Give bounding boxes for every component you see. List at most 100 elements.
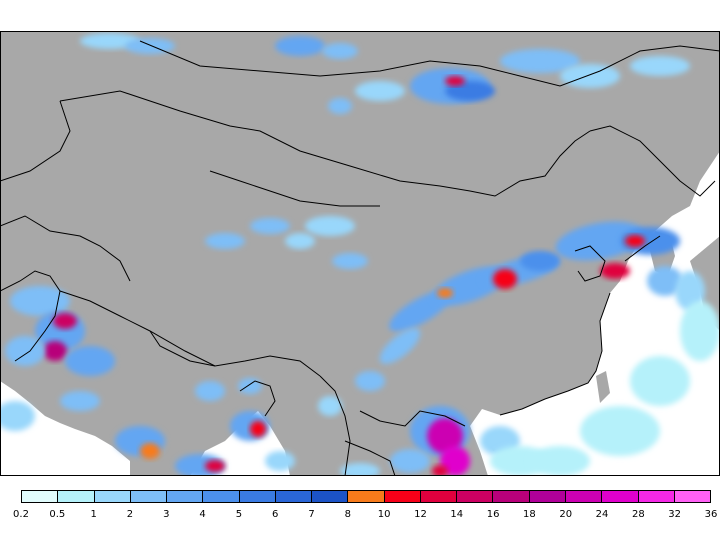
legend-swatch (529, 491, 566, 502)
legend-swatch (493, 491, 530, 502)
legend-swatch (167, 491, 204, 502)
precip-cell (620, 227, 680, 255)
legend-swatch (602, 491, 639, 502)
legend-swatch (348, 491, 385, 502)
legend-tick-label: 4 (199, 509, 206, 520)
border-india-china (59, 290, 321, 377)
precip-cell (355, 371, 385, 391)
coast-china (499, 292, 611, 416)
precip-cell (205, 460, 225, 472)
precip-cell (80, 33, 140, 49)
precip-cell (318, 396, 342, 416)
precip-cell (285, 233, 315, 249)
precip-cell (555, 221, 645, 261)
border-russia-mongolia (139, 40, 720, 87)
border-thailand (344, 440, 396, 476)
precip-cell (5, 336, 45, 366)
legend-swatch (420, 491, 458, 502)
precip-cell (493, 269, 517, 289)
legend-tick-label: 18 (523, 509, 536, 520)
precip-cell (530, 446, 590, 476)
border-korea (624, 235, 661, 262)
legend-tick-label: 20 (559, 509, 573, 520)
precip-cell (53, 313, 77, 329)
precip-cell (275, 36, 325, 56)
border-mongolia-inner (209, 170, 380, 207)
legend-tick-label: 3 (163, 509, 170, 520)
legend-tick-label: 7 (308, 509, 315, 520)
precip-cell (379, 328, 421, 364)
legend-swatch (565, 491, 603, 502)
border-nepal (149, 330, 216, 367)
legend-tick-label: 16 (486, 509, 500, 520)
precip-cell (630, 356, 690, 406)
precip-cell (65, 346, 115, 376)
legend-tick-label: 36 (704, 509, 718, 520)
legend-swatch (203, 491, 240, 502)
border-laos-vietnam (359, 410, 466, 427)
precip-cell (10, 286, 70, 316)
precipitation-layer (0, 33, 720, 476)
legend-tick-label: 24 (595, 509, 609, 520)
legend-tick-label: 12 (414, 509, 427, 520)
precip-cell (265, 451, 295, 471)
legend-tick-label: 32 (668, 509, 682, 520)
legend-tick-label: 0.5 (49, 509, 66, 520)
japan-land (690, 236, 720, 331)
precip-cell (355, 81, 405, 101)
legend-swatch (384, 491, 421, 502)
legend-tick-label: 10 (377, 509, 391, 520)
legend-swatch (94, 491, 131, 502)
precip-cell (647, 266, 683, 296)
precip-cell (580, 406, 660, 456)
legend-tick-label: 5 (235, 509, 243, 520)
precip-cell (60, 391, 100, 411)
legend-swatch (674, 491, 711, 502)
precip-cell (680, 301, 720, 361)
precip-cell (630, 56, 690, 76)
precip-cell (520, 251, 560, 271)
precip-cell (205, 233, 245, 249)
legend-swatch (22, 491, 59, 502)
legend-swatch (457, 491, 494, 502)
legend-tick-label: 0.2 (13, 509, 29, 520)
precipitation-map (0, 31, 720, 476)
precip-cell (305, 216, 355, 236)
legend-swatch (58, 491, 95, 502)
legend-tick-label: 28 (631, 509, 645, 520)
sri-lanka-land (130, 457, 142, 476)
legend-swatch (275, 491, 313, 502)
precip-cell (328, 98, 352, 114)
precip-cell (0, 401, 35, 431)
border-kazakh (0, 100, 71, 182)
border-mongolia-south (59, 90, 591, 197)
precip-cell (250, 421, 266, 437)
legend-tick-label: 8 (344, 509, 352, 520)
legend-swatch (130, 491, 168, 502)
precip-cell (500, 49, 580, 73)
precip-cell (250, 218, 290, 234)
border-bangladesh (239, 380, 276, 417)
coast-bohai (574, 245, 606, 282)
border-china-northeast (589, 125, 716, 197)
legend-swatch (239, 491, 276, 502)
legend-tick-label: 1 (90, 509, 97, 520)
precip-cell (238, 378, 262, 394)
country-borders (0, 40, 720, 476)
precip-cell (675, 271, 705, 311)
precip-cell (560, 64, 620, 88)
precip-cell (445, 76, 465, 86)
legend-tick-labels: 0.2 0.5 1 2 3 4 5 6 7 8 10 12 14 16 18 20 24 28 32 36 (0, 509, 720, 523)
precip-cell (340, 463, 380, 476)
precip-cell (195, 381, 225, 401)
precip-cell (600, 263, 630, 279)
land-mass (0, 31, 720, 476)
precip-cell (440, 446, 470, 476)
precip-cell (43, 341, 67, 361)
precip-cell (390, 449, 430, 473)
map-canvas (0, 31, 720, 476)
legend-swatch (638, 491, 675, 502)
precip-cell (125, 38, 175, 54)
precip-cell (427, 418, 463, 454)
taiwan-land (596, 371, 610, 403)
